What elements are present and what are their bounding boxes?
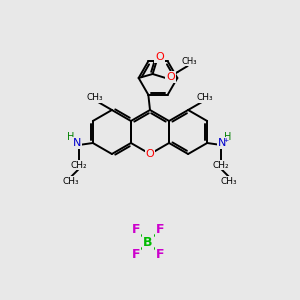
Text: F: F (132, 224, 140, 236)
Text: H: H (67, 132, 74, 142)
Text: N: N (218, 138, 226, 148)
Text: O: O (166, 72, 175, 82)
Text: O: O (155, 52, 164, 62)
Text: F: F (156, 248, 164, 260)
Text: CH₃: CH₃ (62, 176, 79, 185)
Text: CH₃: CH₃ (182, 56, 197, 65)
Text: N: N (73, 138, 81, 148)
Text: F: F (132, 248, 140, 260)
Text: H: H (224, 132, 232, 142)
Text: CH₃: CH₃ (196, 94, 213, 103)
Text: CH₃: CH₃ (221, 176, 238, 185)
Text: F: F (156, 224, 164, 236)
Text: CH₂: CH₂ (213, 160, 230, 169)
Text: O: O (146, 149, 154, 159)
Text: CH₂: CH₂ (70, 160, 87, 169)
Text: CH₃: CH₃ (87, 94, 103, 103)
Text: ⁺: ⁺ (224, 138, 229, 148)
Text: B: B (143, 236, 153, 248)
